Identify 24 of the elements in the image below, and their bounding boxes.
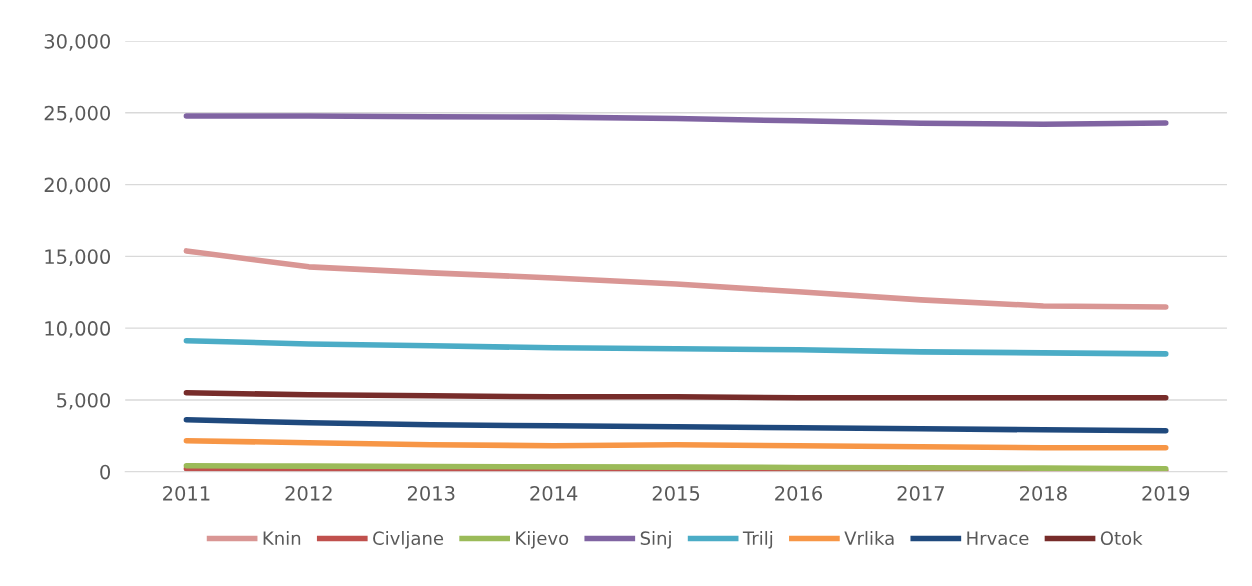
x-tick-label: 2016 — [775, 485, 823, 501]
legend-label: Otok — [1100, 531, 1143, 546]
y-tick-label: 20,000 — [44, 177, 111, 195]
x-tick-label: 2019 — [1142, 485, 1190, 501]
legend-label: Vrlika — [844, 531, 894, 546]
legend-label: Trilj — [742, 531, 773, 549]
x-tick-label: 2015 — [652, 485, 700, 501]
y-tick-label: 30,000 — [44, 33, 111, 51]
legend-label: Kijevo — [516, 531, 569, 549]
legend-label: Hrvace — [967, 531, 1029, 546]
x-tick-label: 2012 — [285, 485, 332, 501]
x-tick-label: 2018 — [1020, 485, 1067, 501]
y-tick-label: 25,000 — [44, 105, 111, 123]
x-tick-label: 2014 — [530, 485, 578, 501]
x-tick-label: 2011 — [163, 485, 210, 501]
y-tick-label: 15,000 — [45, 249, 111, 267]
x-tick-label: 2017 — [897, 485, 944, 501]
legend-label: Civljane — [373, 531, 444, 549]
y-tick-label: 10,000 — [45, 321, 111, 338]
x-tick-label: 2013 — [407, 485, 455, 501]
legend-label: Knin — [263, 531, 301, 545]
y-tick-label: 0 — [100, 464, 111, 480]
y-tick-label: 5,000 — [57, 392, 111, 410]
legend-label: Sinj — [640, 531, 671, 549]
